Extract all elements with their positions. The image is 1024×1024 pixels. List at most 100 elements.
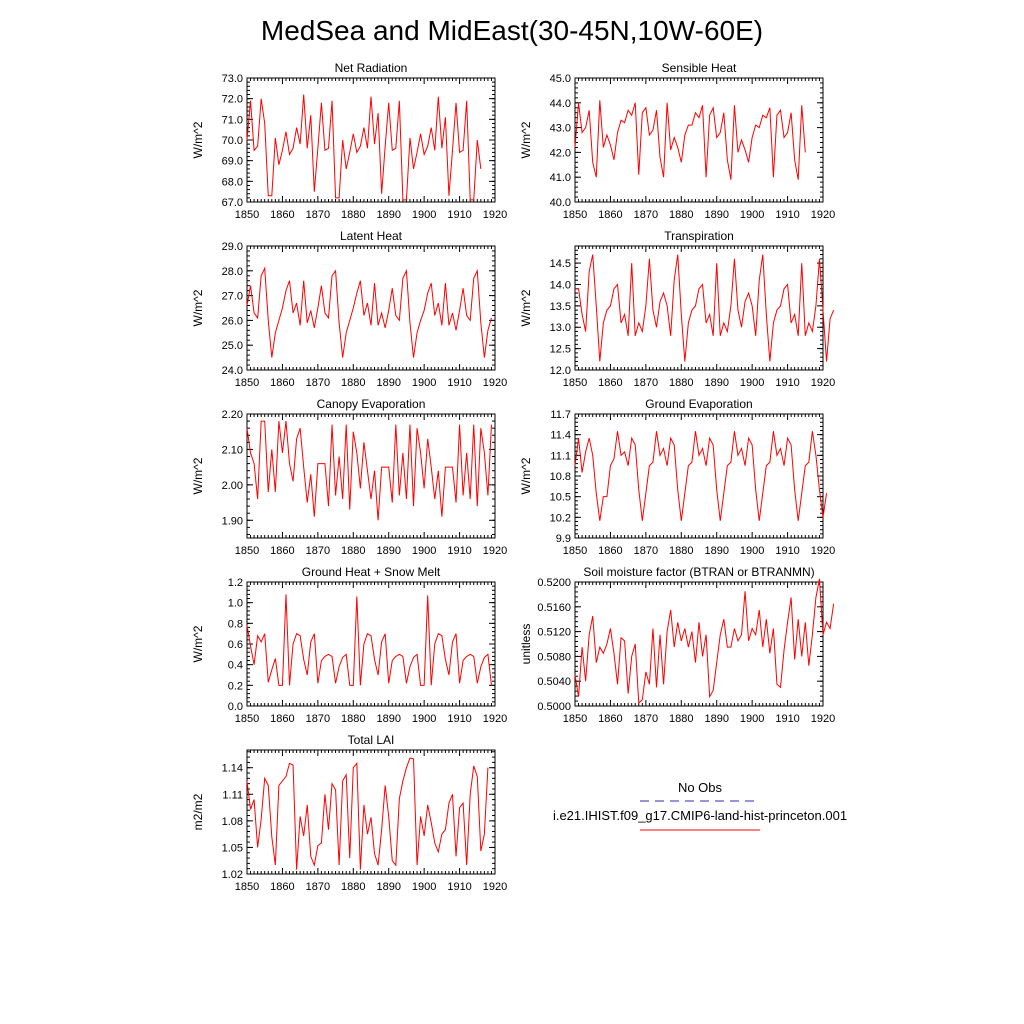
y-tick-label: 28.0 <box>222 266 243 278</box>
x-tick-label: 1850 <box>563 713 587 725</box>
y-tick-label: 1.2 <box>228 577 243 589</box>
x-tick-label: 1870 <box>306 209 330 221</box>
x-tick-label: 1870 <box>634 545 658 557</box>
x-tick-label: 1880 <box>341 545 365 557</box>
y-tick-label: 2.10 <box>222 444 243 456</box>
x-tick-label: 1900 <box>412 881 436 893</box>
y-tick-label: 29.0 <box>222 241 243 253</box>
y-tick-label: 1.02 <box>222 869 243 881</box>
y-tick-label: 43.0 <box>550 123 571 135</box>
x-tick-label: 1920 <box>483 209 507 221</box>
x-tick-label: 1850 <box>563 209 587 221</box>
y-tick-label: 0.2 <box>228 680 243 692</box>
panel-title: Ground Evaporation <box>645 397 752 411</box>
y-axis-label: W/m^2 <box>519 457 533 494</box>
x-tick-label: 1910 <box>775 377 799 389</box>
x-tick-label: 1900 <box>740 713 764 725</box>
x-tick-label: 1850 <box>235 377 259 389</box>
panel-title: Soil moisture factor (BTRAN or BTRANMN) <box>583 565 814 579</box>
y-tick-label: 0.5000 <box>537 701 571 713</box>
y-tick-label: 11.1 <box>550 450 571 462</box>
y-tick-label: 73.0 <box>222 73 243 85</box>
y-tick-label: 44.0 <box>550 98 571 110</box>
x-tick-label: 1860 <box>598 713 622 725</box>
plot-frame <box>246 245 496 371</box>
y-tick-label: 0.4 <box>228 660 243 672</box>
x-tick-label: 1870 <box>306 713 330 725</box>
y-axis-label: W/m^2 <box>519 121 533 158</box>
y-tick-label: 0.5120 <box>537 627 571 639</box>
series-line <box>246 266 492 358</box>
x-tick-label: 1910 <box>775 713 799 725</box>
x-tick-label: 1920 <box>811 713 835 725</box>
panel-title: Net Radiation <box>335 61 408 75</box>
y-tick-label: 41.0 <box>550 172 571 184</box>
series-line <box>574 578 835 704</box>
y-axis-label: m2/m2 <box>191 793 205 830</box>
y-tick-label: 45.0 <box>550 73 571 85</box>
x-tick-label: 1900 <box>412 377 436 389</box>
x-tick-label: 1870 <box>306 377 330 389</box>
x-tick-label: 1920 <box>483 881 507 893</box>
y-tick-label: 26.0 <box>222 315 243 327</box>
x-tick-label: 1890 <box>376 545 400 557</box>
x-tick-label: 1900 <box>412 209 436 221</box>
panel-net-radiation: Net Radiation W/m^2 1850 1860 1870 1880 1890 19… <box>191 61 507 221</box>
y-axis-label: W/m^2 <box>191 289 205 326</box>
y-axis-label: W/m^2 <box>191 625 205 662</box>
x-tick-label: 1880 <box>669 377 693 389</box>
y-tick-label: 24.0 <box>222 365 243 377</box>
panel-title: Transpiration <box>664 229 734 243</box>
y-tick-label: 0.8 <box>228 618 243 630</box>
series-line <box>574 431 828 521</box>
x-tick-label: 1920 <box>483 545 507 557</box>
y-tick-label: 42.0 <box>550 147 571 159</box>
y-tick-label: 12.5 <box>550 344 571 356</box>
y-tick-label: 40.0 <box>550 197 571 209</box>
x-tick-label: 1910 <box>775 545 799 557</box>
x-tick-label: 1920 <box>483 713 507 725</box>
x-tick-label: 1860 <box>270 713 294 725</box>
x-tick-label: 1900 <box>412 545 436 557</box>
x-tick-label: 1920 <box>811 545 835 557</box>
y-tick-label: 10.8 <box>550 471 571 483</box>
x-tick-label: 1910 <box>447 545 471 557</box>
x-tick-label: 1910 <box>447 713 471 725</box>
y-axis-label: W/m^2 <box>191 121 205 158</box>
y-tick-label: 67.0 <box>222 197 243 209</box>
x-tick-label: 1880 <box>341 713 365 725</box>
y-tick-label: 12.0 <box>550 365 571 377</box>
y-tick-label: 1.14 <box>222 763 243 775</box>
x-tick-label: 1890 <box>704 377 728 389</box>
x-tick-label: 1870 <box>634 713 658 725</box>
x-tick-label: 1920 <box>811 377 835 389</box>
y-tick-label: 0.5040 <box>537 676 571 688</box>
y-tick-label: 10.5 <box>550 492 571 504</box>
y-tick-label: 0.5080 <box>537 651 571 663</box>
x-tick-label: 1910 <box>775 209 799 221</box>
panel-title: Ground Heat + Snow Melt <box>302 565 441 579</box>
y-tick-label: 14.5 <box>550 258 571 270</box>
x-tick-label: 1880 <box>669 713 693 725</box>
plot-frame <box>574 413 824 539</box>
x-tick-label: 1880 <box>341 377 365 389</box>
legend: No Obs i.e21.IHIST.f09_g17.CMIP6-land-hi… <box>553 780 847 831</box>
panel-sensible-heat: Sensible Heat W/m^2 1850 1860 1870 1880 1890 19… <box>519 61 835 221</box>
x-tick-label: 1860 <box>598 209 622 221</box>
y-tick-label: 2.20 <box>222 409 243 421</box>
x-tick-label: 1900 <box>740 545 764 557</box>
x-tick-label: 1870 <box>306 545 330 557</box>
x-tick-label: 1850 <box>235 713 259 725</box>
x-tick-label: 1870 <box>634 377 658 389</box>
plot-frame <box>574 245 824 371</box>
x-tick-label: 1860 <box>598 545 622 557</box>
panel-title: Latent Heat <box>340 229 403 243</box>
panel-title: Sensible Heat <box>662 61 737 75</box>
y-axis-label: W/m^2 <box>519 289 533 326</box>
x-tick-label: 1920 <box>483 377 507 389</box>
x-tick-label: 1910 <box>447 209 471 221</box>
y-tick-label: 1.0 <box>228 598 243 610</box>
y-tick-label: 69.0 <box>222 156 243 168</box>
x-tick-label: 1890 <box>704 713 728 725</box>
